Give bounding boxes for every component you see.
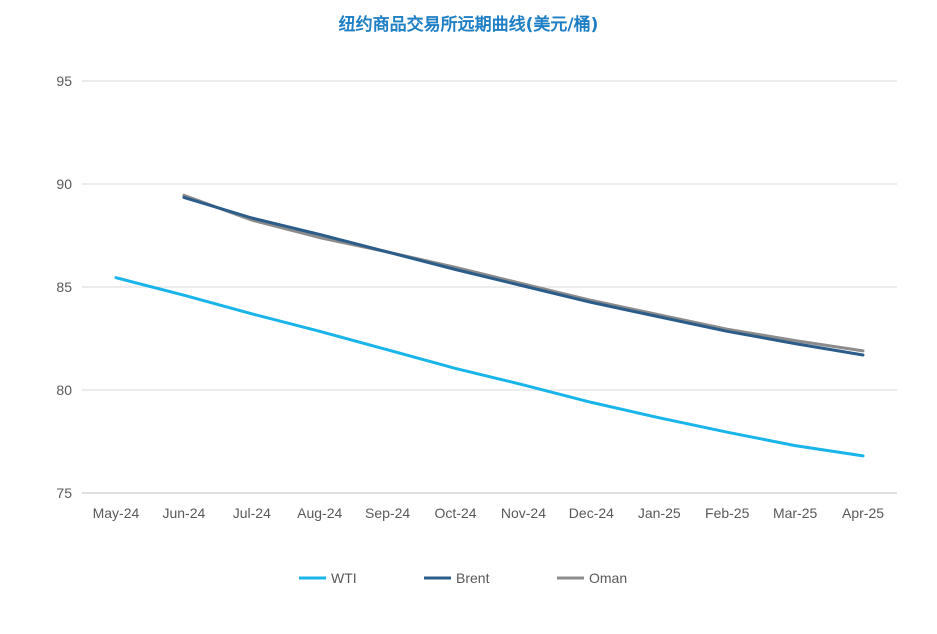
x-tick-label: Oct-24 bbox=[435, 505, 477, 521]
legend-label-oman: Oman bbox=[589, 570, 627, 586]
series-line-oman bbox=[182, 193, 865, 353]
series-line-wti bbox=[114, 276, 865, 458]
x-tick-label: Feb-25 bbox=[705, 505, 750, 521]
x-tick-label: Apr-25 bbox=[842, 505, 884, 521]
legend-label-brent: Brent bbox=[456, 570, 490, 586]
series-lines bbox=[114, 193, 865, 458]
x-tick-label: Jan-25 bbox=[638, 505, 681, 521]
y-tick-label: 85 bbox=[56, 279, 72, 295]
series-line-brent bbox=[182, 195, 865, 357]
x-tick-label: Aug-24 bbox=[297, 505, 342, 521]
x-tick-label: Mar-25 bbox=[773, 505, 818, 521]
x-tick-label: Dec-24 bbox=[569, 505, 614, 521]
x-axis-ticks: May-24 Jun-24 Jul-24 Aug-24 Sep-24 Oct-24 Nov-… bbox=[93, 505, 885, 521]
x-tick-label: Nov-24 bbox=[501, 505, 546, 521]
y-tick-label: 90 bbox=[56, 176, 72, 192]
x-tick-label: May-24 bbox=[93, 505, 140, 521]
x-tick-label: Sep-24 bbox=[365, 505, 410, 521]
y-tick-label: 80 bbox=[56, 382, 72, 398]
chart-title: 纽约商品交易所远期曲线(美元/桶) bbox=[338, 15, 599, 35]
legend: WTI Brent Oman bbox=[299, 570, 627, 586]
legend-label-wti: WTI bbox=[331, 570, 357, 586]
x-tick-label: Jun-24 bbox=[162, 505, 205, 521]
y-axis-ticks: 75 80 85 90 95 bbox=[56, 73, 72, 501]
gridlines bbox=[82, 80, 897, 391]
x-tick-label: Jul-24 bbox=[233, 505, 271, 521]
y-tick-label: 95 bbox=[56, 73, 72, 89]
y-tick-label: 75 bbox=[56, 485, 72, 501]
